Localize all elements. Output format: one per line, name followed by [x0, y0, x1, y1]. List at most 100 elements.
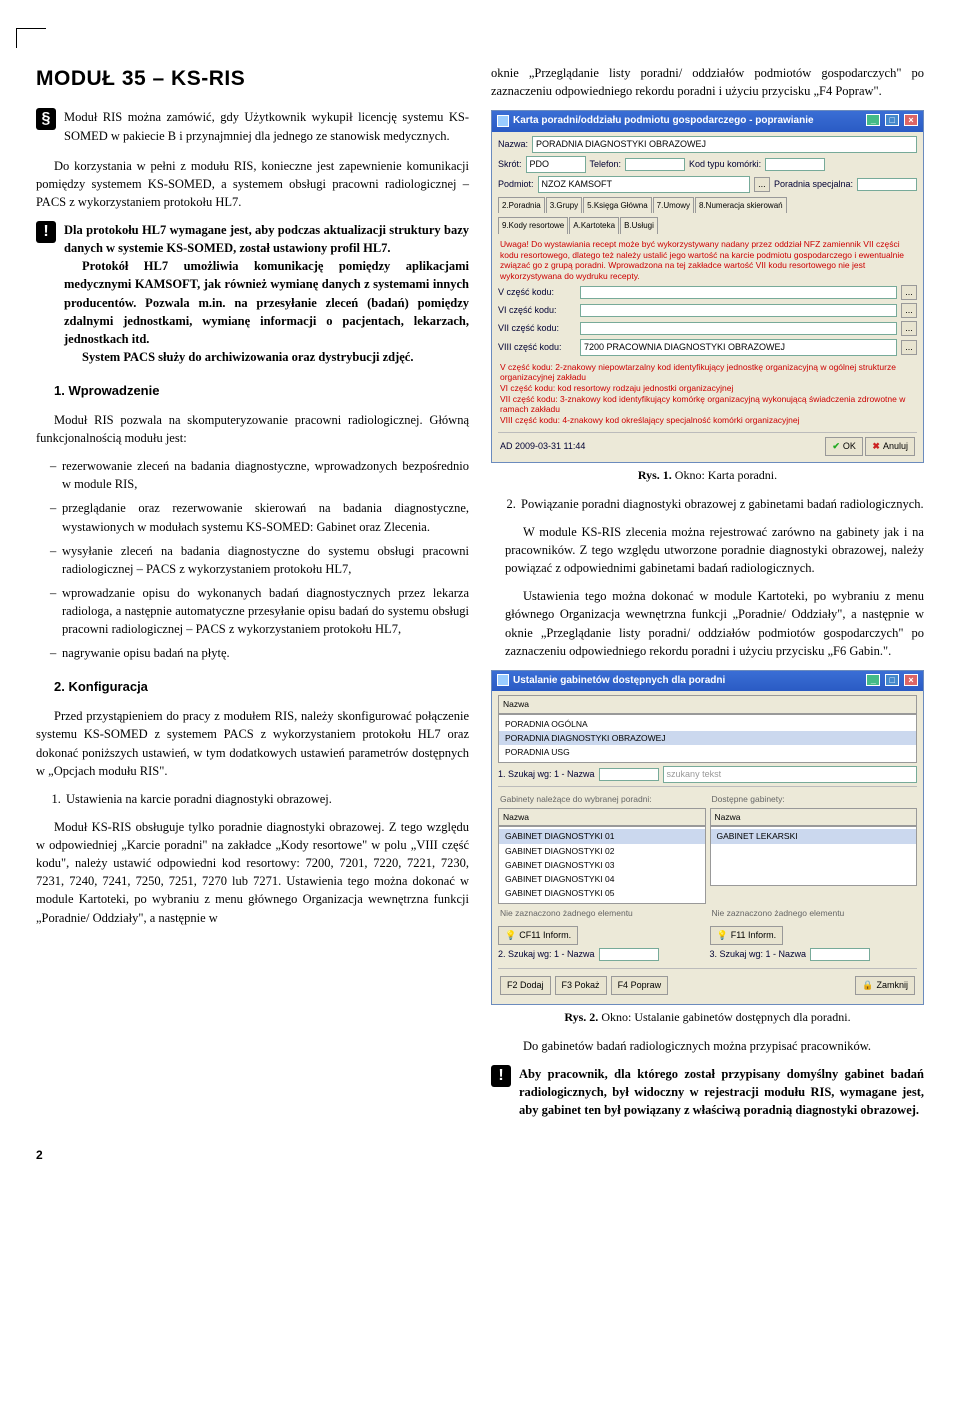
figure-2: Ustalanie gabinetów dostępnych dla porad… — [491, 670, 924, 1027]
left-column: MODUŁ 35 – KS-RIS § Moduł RIS można zamó… — [36, 64, 469, 1131]
tab[interactable]: A.Kartoteka — [569, 217, 619, 234]
window-titlebar: Karta poradni/oddziału podmiotu gospodar… — [492, 111, 923, 132]
note-block-3: ! Aby pracownik, dla którego został przy… — [491, 1065, 924, 1119]
field-vii[interactable] — [580, 322, 897, 335]
note-3-text: Aby pracownik, dla którego został przypi… — [519, 1065, 924, 1119]
cancel-button[interactable]: ✖Anuluj — [865, 437, 915, 456]
warning-icon: ! — [491, 1065, 511, 1087]
figure-2-caption: Rys. 2. Okno: Ustalanie gabinetów dostęp… — [491, 1009, 924, 1026]
tab[interactable]: 2.Poradnia — [498, 197, 545, 214]
list-item[interactable]: PORADNIA OGÓLNA — [499, 717, 916, 731]
check-icon: ✔ — [832, 440, 840, 453]
field-vi[interactable] — [580, 304, 897, 317]
cf11-button[interactable]: 💡 CF11 Inform. — [498, 926, 578, 945]
warning-text: Uwaga! Do wystawiania recept może być wy… — [498, 236, 917, 285]
section-1-title: 1. Wprowadzenie — [54, 382, 469, 401]
close-button[interactable]: × — [904, 114, 918, 126]
section-2-intro: Przed przystąpieniem do pracy z modułem … — [36, 707, 469, 780]
tab[interactable]: 9.Kody resortowe — [498, 217, 568, 234]
field-kod[interactable] — [765, 158, 825, 171]
field-nazwa[interactable]: PORADNIA DIAGNOSTYKI OBRAZOWEJ — [532, 136, 917, 153]
label-skrot: Skrót: — [498, 158, 522, 171]
page-number: 2 — [36, 1147, 924, 1164]
list-item: nagrywanie opisu badań na płytę. — [50, 644, 469, 662]
para-korzystanie: Do korzystania w pełni z modułu RIS, kon… — [36, 157, 469, 211]
list-item[interactable]: GABINET DIAGNOSTYKI 02 — [499, 844, 705, 858]
note-block-2: ! Dla protokołu HL7 wymagane jest, aby p… — [36, 221, 469, 366]
section-icon: § — [36, 108, 56, 130]
tab[interactable]: B.Usługi — [620, 217, 658, 234]
label-kod: Kod typu komórki: — [689, 158, 761, 171]
field-v[interactable] — [580, 286, 897, 299]
warning-icon: ! — [36, 221, 56, 243]
search-input-2[interactable] — [599, 948, 659, 961]
right-column: oknie „Przeglądanie listy poradni/ oddzi… — [491, 64, 924, 1131]
footer-timestamp: AD 2009-03-31 11:44 — [500, 440, 585, 453]
f2-button[interactable]: F2 Dodaj — [500, 976, 551, 995]
window-icon — [497, 674, 509, 686]
list-item: Powiązanie poradni diagnostyki obrazowej… — [519, 495, 924, 513]
p-after-fig2: Do gabinetów badań radiologicznych można… — [505, 1037, 924, 1055]
lookup-button[interactable]: ... — [901, 285, 917, 300]
list-item[interactable]: GABINET LEKARSKI — [711, 829, 917, 843]
section-2-title: 2. Konfiguracja — [54, 678, 469, 697]
window-buttons: _ □ × — [864, 114, 918, 129]
tab[interactable]: 3.Grupy — [546, 197, 582, 214]
left-gabinety-list[interactable]: GABINET DIAGNOSTYKI 01 GABINET DIAGNOSTY… — [498, 826, 706, 904]
close-button[interactable]: × — [904, 674, 918, 686]
minimize-button[interactable]: _ — [866, 114, 880, 126]
list-item[interactable]: GABINET DIAGNOSTYKI 03 — [499, 858, 705, 872]
right-gabinety-list[interactable]: GABINET LEKARSKI — [710, 826, 918, 886]
figure-1-caption: Rys. 1. Okno: Karta poradni. — [491, 467, 924, 484]
f3-button[interactable]: F3 Pokaż — [555, 976, 607, 995]
tabs-row-1: 2.Poradnia 3.Grupy 5.Księga Główna 7.Umo… — [498, 197, 917, 214]
lookup-button[interactable]: ... — [754, 177, 770, 192]
window-ustalanie-gabinetow: Ustalanie gabinetów dostępnych dla porad… — [491, 670, 924, 1005]
search-mode[interactable] — [599, 768, 659, 781]
list-item[interactable]: PORADNIA USG — [499, 745, 916, 759]
right-p-a: W module KS-RIS zlecenia można rejestrow… — [505, 523, 924, 577]
search-input-3[interactable] — [810, 948, 870, 961]
field-podmiot[interactable]: NZOZ KAMSOFT — [538, 176, 750, 193]
poradnie-list[interactable]: PORADNIA OGÓLNA PORADNIA DIAGNOSTYKI OBR… — [498, 714, 917, 763]
figure-1: Karta poradni/oddziału podmiotu gospodar… — [491, 110, 924, 485]
f4-button[interactable]: F4 Popraw — [611, 976, 669, 995]
tab[interactable]: 8.Numeracja skierowań — [695, 197, 787, 214]
window-icon — [497, 115, 509, 127]
list-item[interactable]: GABINET DIAGNOSTYKI 01 — [499, 829, 705, 843]
field-viii[interactable]: 7200 PRACOWNIA DIAGNOSTYKI OBRAZOWEJ — [580, 339, 897, 356]
section-2-ol: Ustawienia na karcie poradni diagnostyki… — [36, 790, 469, 808]
list-item: przeglądanie oraz rezerwowanie skierowań… — [50, 499, 469, 535]
tab[interactable]: 5.Księga Główna — [583, 197, 651, 214]
x-icon: ✖ — [872, 440, 880, 453]
list-item: wprowadzanie opisu do wykonanych badań d… — [50, 584, 469, 638]
lookup-button[interactable]: ... — [901, 303, 917, 318]
note-1-text: Moduł RIS można zamówić, gdy Użytkownik … — [64, 108, 469, 144]
lookup-button[interactable]: ... — [901, 340, 917, 355]
maximize-button[interactable]: □ — [885, 674, 899, 686]
ok-button[interactable]: ✔OK — [825, 437, 863, 456]
page-title: MODUŁ 35 – KS-RIS — [36, 64, 469, 94]
minimize-button[interactable]: _ — [866, 674, 880, 686]
list-item[interactable]: GABINET DIAGNOSTYKI 05 — [499, 886, 705, 900]
list-item[interactable]: PORADNIA DIAGNOSTYKI OBRAZOWEJ — [499, 731, 916, 745]
label-specjalna: Poradnia specjalna: — [774, 178, 853, 191]
lookup-button[interactable]: ... — [901, 321, 917, 336]
f11-button[interactable]: 💡 F11 Inform. — [710, 926, 784, 945]
list-header: Nazwa — [498, 695, 917, 713]
right-p-b: Ustawienia tego można dokonać w module K… — [505, 587, 924, 660]
field-specjalna[interactable] — [857, 178, 917, 191]
section-1-intro: Moduł RIS pozwala na skomputeryzowanie p… — [36, 411, 469, 447]
maximize-button[interactable]: □ — [885, 114, 899, 126]
search-input[interactable]: szukany tekst — [663, 766, 917, 783]
field-skrot[interactable]: PDO — [526, 156, 586, 173]
window-titlebar: Ustalanie gabinetów dostępnych dla porad… — [492, 671, 923, 692]
close-button[interactable]: 🔒 Zamknij — [855, 976, 915, 995]
label-nazwa: Nazwa: — [498, 138, 528, 151]
tabs-row-2: 9.Kody resortowe A.Kartoteka B.Usługi — [498, 217, 917, 234]
list-item: wysyłanie zleceń na badania diagnostyczn… — [50, 542, 469, 578]
field-telefon[interactable] — [625, 158, 685, 171]
section-1-list: rezerwowanie zleceń na badania diagnosty… — [36, 457, 469, 662]
tab[interactable]: 7.Umowy — [653, 197, 694, 214]
list-item[interactable]: GABINET DIAGNOSTYKI 04 — [499, 872, 705, 886]
